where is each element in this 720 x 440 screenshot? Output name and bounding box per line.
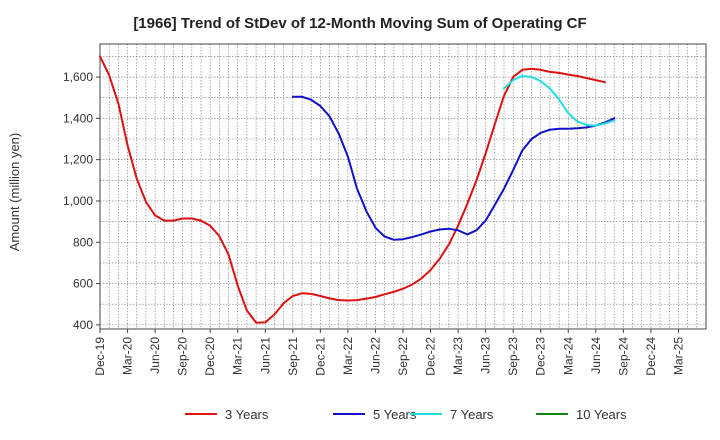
- x-tick-label: Dec-21: [313, 337, 327, 376]
- x-tick-label: Mar-24: [561, 337, 575, 375]
- x-tick-label: Sep-20: [176, 337, 190, 376]
- y-tick-label: 1,400: [63, 111, 93, 125]
- grid: [100, 44, 706, 329]
- x-tick-label: Jun-23: [479, 337, 493, 374]
- x-tick-label: Dec-24: [644, 337, 658, 376]
- x-tick-label: Dec-19: [93, 337, 107, 376]
- series-line-7-years: [503, 75, 616, 127]
- series-line-5-years: [291, 95, 616, 241]
- x-tick-label: Jun-22: [368, 337, 382, 374]
- y-tick-label: 600: [73, 277, 93, 291]
- legend-label-3-years: 3 Years: [225, 407, 269, 422]
- legend-label-10-years: 10 Years: [576, 407, 627, 422]
- series-lines: [99, 55, 616, 324]
- y-tick-label: 1,600: [63, 70, 93, 84]
- x-tick-label: Dec-20: [203, 337, 217, 376]
- x-tick-label: Dec-23: [534, 337, 548, 376]
- x-tick-label: Mar-22: [341, 337, 355, 375]
- x-tick-label: Jun-21: [258, 337, 272, 374]
- x-tick-label: Mar-20: [121, 337, 135, 375]
- legend-label-7-years: 7 Years: [450, 407, 494, 422]
- x-tick-label: Sep-22: [396, 337, 410, 376]
- x-tick-label: Sep-23: [506, 337, 520, 376]
- y-tick-label: 1,200: [63, 153, 93, 167]
- y-tick-label: 800: [73, 235, 93, 249]
- chart-title: [1966] Trend of StDev of 12-Month Moving…: [133, 15, 586, 32]
- x-tick-label: Mar-23: [451, 337, 465, 375]
- y-tick-label: 1,000: [63, 194, 93, 208]
- x-tick-label: Jun-24: [589, 337, 603, 374]
- x-tick-label: Dec-22: [424, 337, 438, 376]
- x-tick-label: Jun-20: [148, 337, 162, 374]
- legend: 3 Years 5 Years 7 Years 10 Years: [185, 407, 627, 422]
- axes: 400 600 800 1,000 1,200 1,400 1,600 Dec-19 Mar-2…: [63, 43, 707, 376]
- series-line-3-years: [99, 55, 606, 324]
- y-tick-label: 400: [73, 318, 93, 332]
- x-tick-label: Sep-21: [286, 337, 300, 376]
- x-tick-label: Sep-24: [616, 337, 630, 376]
- y-axis-label: Amount (million yen): [7, 133, 22, 252]
- legend-label-5-years: 5 Years: [373, 407, 417, 422]
- x-tick-label: Mar-21: [231, 337, 245, 375]
- x-tick-label: Mar-25: [671, 337, 685, 375]
